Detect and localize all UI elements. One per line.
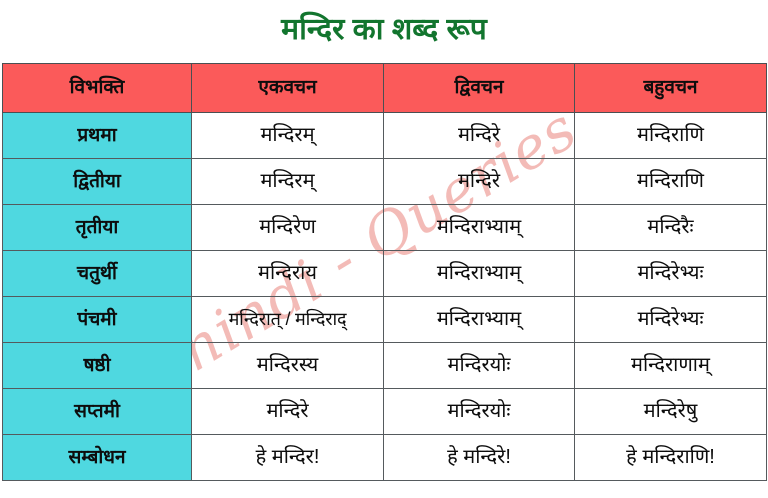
table-row: सप्तमी मन्दिरे मन्दिरयोः मन्दिरेषु: [2, 388, 767, 435]
dual-cell: मन्दिराभ्याम्: [383, 204, 575, 251]
singular-value: मन्दिरेण: [259, 216, 316, 238]
plural-cell: मन्दिरेभ्यः: [574, 250, 767, 297]
table-body: प्रथमा मन्दिरम् मन्दिरे मन्दिराणि द्विती…: [2, 112, 767, 481]
table-row: चतुर्थी मन्दिराय मन्दिराभ्याम् मन्दिरेभ्…: [2, 250, 767, 297]
dual-value: हे मन्दिरे!: [447, 446, 511, 468]
column-header-case: विभक्ति: [2, 63, 192, 113]
dual-cell: मन्दिरे: [383, 158, 575, 205]
singular-value: मन्दिरस्य: [256, 354, 319, 376]
case-label-cell: तृतीया: [2, 204, 192, 251]
dual-cell: मन्दिराभ्याम्: [383, 250, 575, 297]
case-label: तृतीया: [75, 216, 119, 238]
table-row: सम्बोधन हे मन्दिर! हे मन्दिरे! हे मन्दिर…: [2, 434, 767, 481]
column-header-case-label: विभक्ति: [69, 77, 125, 99]
table-header-row: विभक्ति एकवचन द्विवचन बहुवचन: [2, 63, 767, 113]
plural-cell: मन्दिरेभ्यः: [574, 296, 767, 343]
dual-cell: हे मन्दिरे!: [383, 434, 575, 481]
table-row: प्रथमा मन्दिरम् मन्दिरे मन्दिराणि: [2, 112, 767, 159]
plural-cell: हे मन्दिराणि!: [574, 434, 767, 481]
case-label-cell: चतुर्थी: [2, 250, 192, 297]
dual-value: मन्दिरयोः: [447, 400, 511, 422]
dual-cell: मन्दिरे: [383, 112, 575, 159]
declension-table: विभक्ति एकवचन द्विवचन बहुवचन प्रथमा: [2, 63, 767, 481]
plural-value: मन्दिराणि: [637, 124, 704, 146]
table-row: षष्ठी मन्दिरस्य मन्दिरयोः मन्दिराणाम्: [2, 342, 767, 389]
singular-value: मन्दिराय: [258, 262, 317, 284]
singular-cell: मन्दिरात् / मन्दिराद्: [191, 296, 384, 343]
title-bar: मन्दिर का शब्द रूप: [0, 0, 768, 60]
case-label: प्रथमा: [77, 124, 117, 146]
case-label-cell: षष्ठी: [2, 342, 192, 389]
case-label: सप्तमी: [74, 400, 120, 422]
singular-value: हे मन्दिर!: [255, 446, 320, 468]
singular-value: मन्दिरम्: [260, 124, 315, 146]
plural-value: मन्दिराणाम्: [631, 354, 710, 376]
singular-value: मन्दिरे: [266, 400, 309, 422]
dual-cell: मन्दिरयोः: [383, 342, 575, 389]
column-header-dual-label: द्विवचन: [454, 77, 504, 99]
column-header-singular: एकवचन: [191, 63, 384, 113]
dual-value: मन्दिराभ्याम्: [436, 216, 522, 238]
dual-value: मन्दिरयोः: [447, 354, 511, 376]
singular-cell: मन्दिरम्: [191, 112, 384, 159]
page-title: मन्दिर का शब्द रूप: [281, 13, 487, 46]
table-row: द्वितीया मन्दिरम् मन्दिरे मन्दिराणि: [2, 158, 767, 205]
plural-value: मन्दिरैः: [647, 216, 694, 238]
case-label: द्वितीया: [73, 170, 121, 192]
case-label: सम्बोधन: [68, 446, 126, 468]
case-label-cell: सम्बोधन: [2, 434, 192, 481]
plural-value: मन्दिरेभ्यः: [637, 308, 704, 330]
case-label-cell: प्रथमा: [2, 112, 192, 159]
case-label-cell: द्वितीया: [2, 158, 192, 205]
plural-cell: मन्दिरैः: [574, 204, 767, 251]
dual-value: मन्दिराभ्याम्: [436, 262, 522, 284]
plural-value: मन्दिरेषु: [643, 400, 698, 422]
case-label-cell: पंचमी: [2, 296, 192, 343]
dual-value: मन्दिरे: [457, 170, 501, 192]
plural-cell: मन्दिराणि: [574, 112, 767, 159]
singular-cell: हे मन्दिर!: [191, 434, 384, 481]
singular-value: मन्दिरात् / मन्दिराद्: [228, 309, 347, 330]
singular-cell: मन्दिरम्: [191, 158, 384, 205]
case-label: पंचमी: [77, 308, 117, 330]
case-label: षष्ठी: [83, 354, 111, 376]
case-label-cell: सप्तमी: [2, 388, 192, 435]
singular-cell: मन्दिराय: [191, 250, 384, 297]
column-header-plural: बहुवचन: [574, 63, 767, 113]
singular-cell: मन्दिरेण: [191, 204, 384, 251]
dual-cell: मन्दिरयोः: [383, 388, 575, 435]
dual-value: मन्दिराभ्याम्: [436, 308, 522, 330]
plural-value: मन्दिराणि: [637, 170, 704, 192]
plural-cell: मन्दिरेषु: [574, 388, 767, 435]
dual-value: मन्दिरे: [457, 124, 501, 146]
plural-value: हे मन्दिराणि!: [626, 446, 715, 468]
column-header-singular-label: एकवचन: [258, 77, 317, 99]
table-row: तृतीया मन्दिरेण मन्दिराभ्याम् मन्दिरैः: [2, 204, 767, 251]
case-label: चतुर्थी: [77, 262, 117, 284]
table-header: विभक्ति एकवचन द्विवचन बहुवचन: [2, 63, 767, 113]
column-header-plural-label: बहुवचन: [643, 77, 698, 99]
singular-cell: मन्दिरे: [191, 388, 384, 435]
plural-cell: मन्दिराणाम्: [574, 342, 767, 389]
table-row: पंचमी मन्दिरात् / मन्दिराद् मन्दिराभ्याम…: [2, 296, 767, 343]
singular-value: मन्दिरम्: [260, 170, 315, 192]
column-header-dual: द्विवचन: [383, 63, 575, 113]
plural-cell: मन्दिराणि: [574, 158, 767, 205]
plural-value: मन्दिरेभ्यः: [637, 262, 704, 284]
dual-cell: मन्दिराभ्याम्: [383, 296, 575, 343]
singular-cell: मन्दिरस्य: [191, 342, 384, 389]
